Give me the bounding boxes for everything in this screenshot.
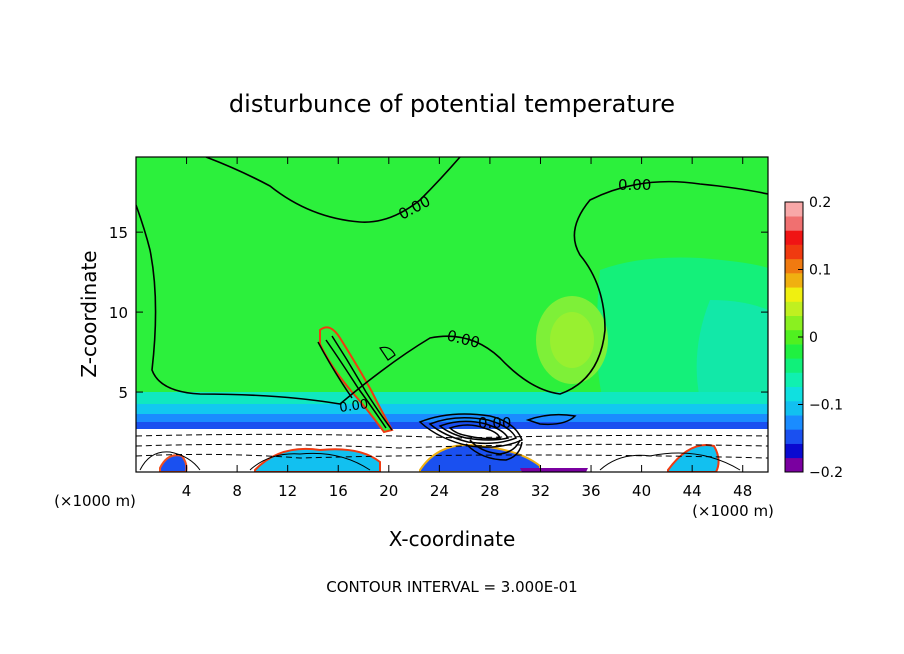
y-tick-label-0: 5: [118, 384, 128, 402]
chart-title: disturbunce of potential temperature: [229, 90, 675, 118]
field-plot: [136, 157, 768, 472]
contour-interval-note: CONTOUR INTERVAL = 3.000E-01: [326, 578, 577, 596]
colorbar-swatch-10: [785, 315, 803, 331]
colorbar-swatch-3: [785, 415, 803, 430]
field-patch-warm-core: [550, 312, 594, 368]
colorbar-tick-label-3: −0.1: [809, 398, 843, 414]
y-tick-label-1: 10: [109, 304, 128, 322]
field-pocket-4: [520, 468, 588, 472]
plot-frame: [135, 156, 769, 473]
zero-contour-small: [379, 346, 396, 361]
colorbar-tick-label-4: −0.2: [809, 465, 843, 481]
contour-label-5: 0.00: [338, 397, 369, 416]
colorbar-swatch-6: [785, 372, 803, 388]
zero-contour-main: [136, 180, 768, 405]
x-tick-label-9: 40: [632, 482, 651, 500]
contour-label-4: 0.00: [478, 414, 511, 432]
x-tick-label-3: 16: [329, 482, 348, 500]
zero-contour-top: [205, 157, 461, 223]
colorbar-swatch-16: [785, 230, 803, 245]
plume-contour-3: [317, 341, 353, 399]
x-tick-label-2: 12: [278, 482, 297, 500]
x-tick-label-5: 24: [430, 482, 449, 500]
colorbar-swatch-4: [785, 400, 803, 416]
x-tick-label-11: 48: [733, 482, 752, 500]
plume-contour-1: [325, 339, 387, 429]
plume-outline: [319, 326, 394, 434]
cluster-contours: [418, 413, 577, 461]
colorbar-swatch-18: [785, 202, 803, 217]
colorbar-swatch-9: [785, 329, 803, 345]
x-tick-label-8: 36: [581, 482, 600, 500]
y-tick-label-2: 15: [109, 224, 128, 242]
colorbar-tick-label-2: 0: [809, 330, 818, 346]
plume-contour-2: [331, 335, 393, 431]
colorbar-swatch-5: [785, 386, 803, 402]
x-tick-label-10: 44: [683, 482, 702, 500]
colorbar-swatch-15: [785, 244, 803, 260]
colorbar-swatch-8: [785, 344, 803, 359]
colorbar-swatch-0: [785, 457, 803, 473]
field-pocket-5: [667, 444, 720, 472]
colorbar-swatch-2: [785, 429, 803, 444]
field-band-2: [136, 404, 768, 416]
colorbar-swatch-17: [785, 216, 803, 231]
colorbar-swatch-11: [785, 301, 803, 316]
x-axis: 4 8 12 16 20 24 28 32 36 40 44 48: [182, 157, 752, 500]
x-unit-left: (×1000 m): [54, 492, 136, 510]
colorbar-swatch-7: [785, 358, 803, 373]
x-axis-label: X-coordinate: [389, 527, 516, 551]
y-axis: 5 10 15: [109, 224, 768, 402]
x-tick-label-0: 4: [182, 482, 192, 500]
low-layer-contours: [139, 451, 741, 471]
negative-contours: [136, 433, 768, 459]
x-unit-right: (×1000 m): [692, 502, 774, 520]
contour-label-2: 0.00: [618, 176, 651, 194]
field-band-4: [136, 422, 768, 429]
x-tick-label-6: 28: [480, 482, 499, 500]
x-tick-label-7: 32: [531, 482, 550, 500]
colorbar-tick-label-0: 0.2: [809, 195, 831, 211]
colorbar-swatch-14: [785, 258, 803, 274]
y-axis-label: Z-coordinate: [77, 250, 101, 377]
colorbar-ticks: 0.2 0.1 0 −0.1 −0.2: [798, 195, 843, 481]
colorbar-swatch-12: [785, 287, 803, 302]
x-tick-label-1: 8: [232, 482, 242, 500]
colorbar-tick-label-1: 0.1: [809, 263, 831, 279]
x-tick-label-4: 20: [379, 482, 398, 500]
field-patch-right-cyan: [696, 300, 768, 400]
colorbar-swatch-13: [785, 273, 803, 288]
colorbar-swatch-1: [785, 443, 803, 459]
